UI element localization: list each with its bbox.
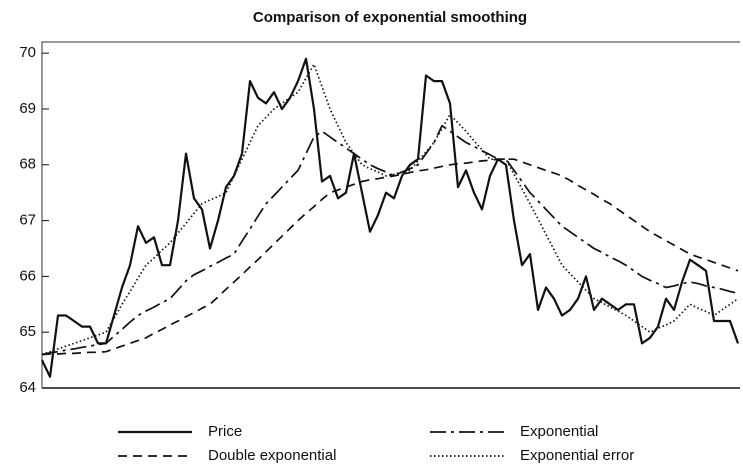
y-tick-label: 64 [19,379,36,396]
series-line [41,57,740,378]
plot-frame [41,41,740,388]
y-tick-label: 66 [19,267,36,284]
y-tick-label: 70 [19,44,36,61]
legend-label: Exponential error [520,447,634,464]
y-tick-label: 65 [19,323,36,340]
y-tick-label: 68 [19,156,36,173]
y-tick-label: 67 [19,212,36,229]
chart-title: Comparison of exponential smoothing [253,9,527,26]
legend-label: Exponential [520,423,598,440]
series-line [41,158,739,356]
legend-label: Double exponential [208,447,336,464]
series-line [41,124,739,356]
legend-label: Price [208,423,242,440]
y-tick-label: 69 [19,100,36,117]
series-line [41,63,739,356]
